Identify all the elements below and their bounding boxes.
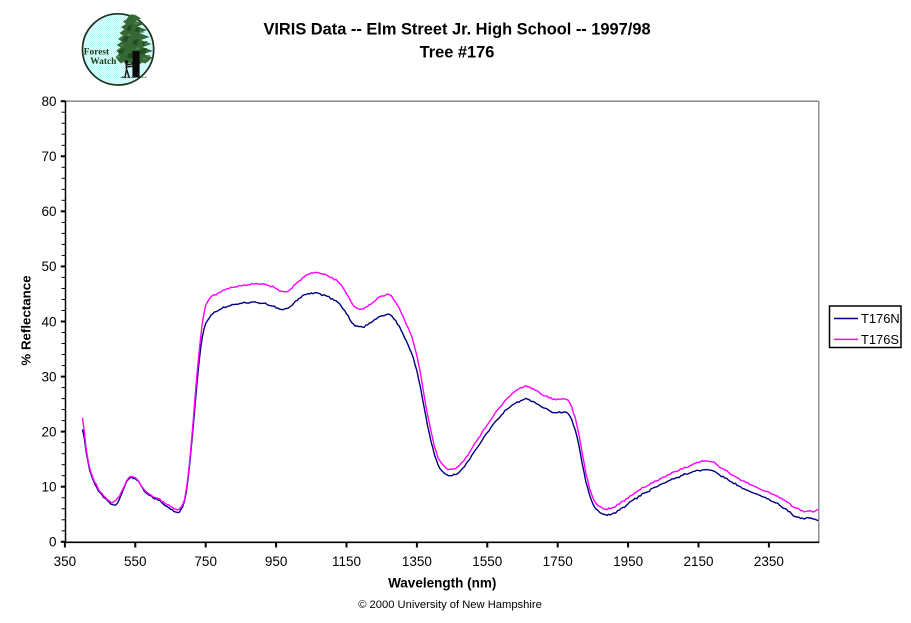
svg-text:Forest: Forest <box>84 47 110 57</box>
svg-text:80: 80 <box>41 94 56 109</box>
svg-text:Watch: Watch <box>90 57 117 67</box>
svg-text:40: 40 <box>41 314 56 329</box>
svg-text:20: 20 <box>41 424 56 439</box>
svg-text:2150: 2150 <box>683 554 713 569</box>
svg-text:750: 750 <box>194 554 217 569</box>
svg-text:© 2000 University of New Hamps: © 2000 University of New Hampshire <box>358 599 542 611</box>
svg-text:1150: 1150 <box>332 554 361 569</box>
svg-text:T176S: T176S <box>861 332 899 347</box>
svg-text:2350: 2350 <box>754 554 784 569</box>
svg-text:950: 950 <box>265 554 288 569</box>
svg-text:% Reflectance: % Reflectance <box>19 275 34 365</box>
svg-text:550: 550 <box>124 554 147 569</box>
svg-text:T176N: T176N <box>861 311 900 326</box>
svg-text:70: 70 <box>41 149 56 164</box>
svg-text:1950: 1950 <box>613 554 643 569</box>
svg-text:Wavelength (nm): Wavelength (nm) <box>388 575 496 590</box>
svg-text:350: 350 <box>54 554 77 569</box>
svg-text:60: 60 <box>41 204 56 219</box>
svg-text:10: 10 <box>41 480 56 495</box>
svg-text:30: 30 <box>41 369 56 384</box>
svg-text:1350: 1350 <box>402 554 432 569</box>
svg-text:1550: 1550 <box>472 554 502 569</box>
svg-text:0: 0 <box>49 535 57 550</box>
svg-text:VIRIS Data -- Elm Street Jr. H: VIRIS Data -- Elm Street Jr. High School… <box>263 21 650 39</box>
svg-text:1750: 1750 <box>543 554 573 569</box>
svg-text:50: 50 <box>41 259 56 274</box>
svg-text:Tree #176: Tree #176 <box>420 44 495 62</box>
